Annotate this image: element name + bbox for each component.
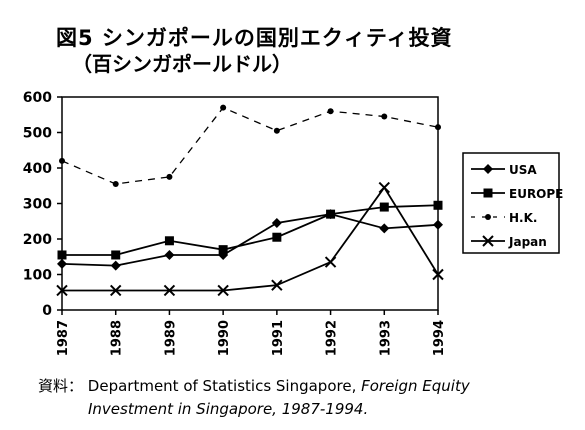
data-point-h-k — [381, 113, 388, 120]
data-point-usa — [110, 260, 121, 271]
y-tick-label: 500 — [23, 126, 52, 142]
data-point-h-k — [435, 124, 441, 131]
chart-title: 図5 シンガポールの国別エクィティ投資 — [56, 26, 453, 50]
source-note-line2: Investment in Singapore, 1987-1994. — [88, 400, 369, 418]
series-line-usa — [61, 213, 439, 267]
chart-subtitle: （百シンガポールドル） — [72, 52, 292, 76]
data-point-japan — [378, 181, 390, 194]
x-tick-label: 1994 — [432, 320, 447, 356]
source-org: Department of Statistics Singapore, — [87, 377, 362, 395]
data-point-japan — [432, 268, 444, 281]
data-point-japan — [110, 284, 122, 297]
series-line-japan — [62, 185, 439, 292]
data-point-japan — [217, 284, 229, 297]
x-tick-label: 1988 — [110, 320, 125, 356]
x-tick-label: 1989 — [163, 320, 178, 356]
legend-marker-europe — [483, 188, 493, 198]
data-point-usa — [164, 249, 175, 260]
data-point-europe — [111, 250, 121, 260]
legend-marker-h-k — [485, 214, 491, 220]
x-tick-label: 1991 — [271, 320, 286, 356]
data-point-europe — [164, 236, 174, 246]
y-tick-label: 100 — [23, 268, 52, 284]
x-tick-label: 1990 — [217, 320, 232, 356]
legend-label-japan: Japan — [508, 235, 547, 249]
legend-marker-usa — [483, 164, 493, 174]
data-point-h-k — [273, 127, 280, 134]
legend-marker-japan — [482, 235, 494, 247]
data-point-europe — [379, 202, 389, 212]
data-point-usa — [271, 218, 282, 229]
legend-label-europe: EUROPE — [509, 187, 563, 201]
x-tick-label: 1987 — [56, 320, 71, 356]
series-h-k — [59, 104, 441, 187]
x-tick-label: 1992 — [325, 320, 340, 356]
data-point-h-k — [112, 180, 119, 187]
data-point-usa — [57, 258, 67, 269]
series-japan — [56, 181, 444, 297]
data-point-europe — [326, 209, 336, 219]
y-tick-label: 300 — [23, 197, 52, 213]
y-tick-label: 600 — [23, 90, 52, 106]
data-point-japan — [324, 256, 337, 268]
data-point-japan — [271, 279, 283, 291]
data-point-usa — [433, 219, 443, 230]
series-line-europe — [62, 204, 439, 256]
data-point-usa — [379, 223, 390, 234]
source-note: 資料： Department of Statistics Singapore, … — [38, 375, 470, 396]
y-tick-label: 400 — [23, 161, 52, 177]
data-point-h-k — [220, 104, 227, 111]
data-point-europe — [57, 250, 67, 260]
x-tick-label: 1993 — [378, 320, 393, 356]
legend-label-h-k: H.K. — [509, 211, 537, 225]
series-europe — [57, 200, 443, 260]
y-tick-label: 200 — [23, 232, 52, 248]
legend-label-usa: USA — [509, 163, 537, 177]
legend: USA EUROPE H.K. Japan — [462, 152, 563, 254]
data-point-europe — [272, 232, 282, 242]
data-point-europe — [433, 200, 443, 210]
series-usa — [57, 209, 443, 271]
data-point-japan — [56, 284, 68, 297]
data-point-h-k — [327, 108, 334, 115]
data-point-h-k — [166, 173, 173, 180]
series-line-h-k — [61, 106, 439, 185]
data-point-europe — [218, 245, 228, 255]
data-point-h-k — [59, 157, 65, 164]
source-publication: Foreign Equity — [361, 377, 470, 395]
source-prefix: 資料： — [38, 377, 84, 395]
y-tick-label: 0 — [42, 303, 52, 319]
data-point-japan — [163, 284, 176, 297]
